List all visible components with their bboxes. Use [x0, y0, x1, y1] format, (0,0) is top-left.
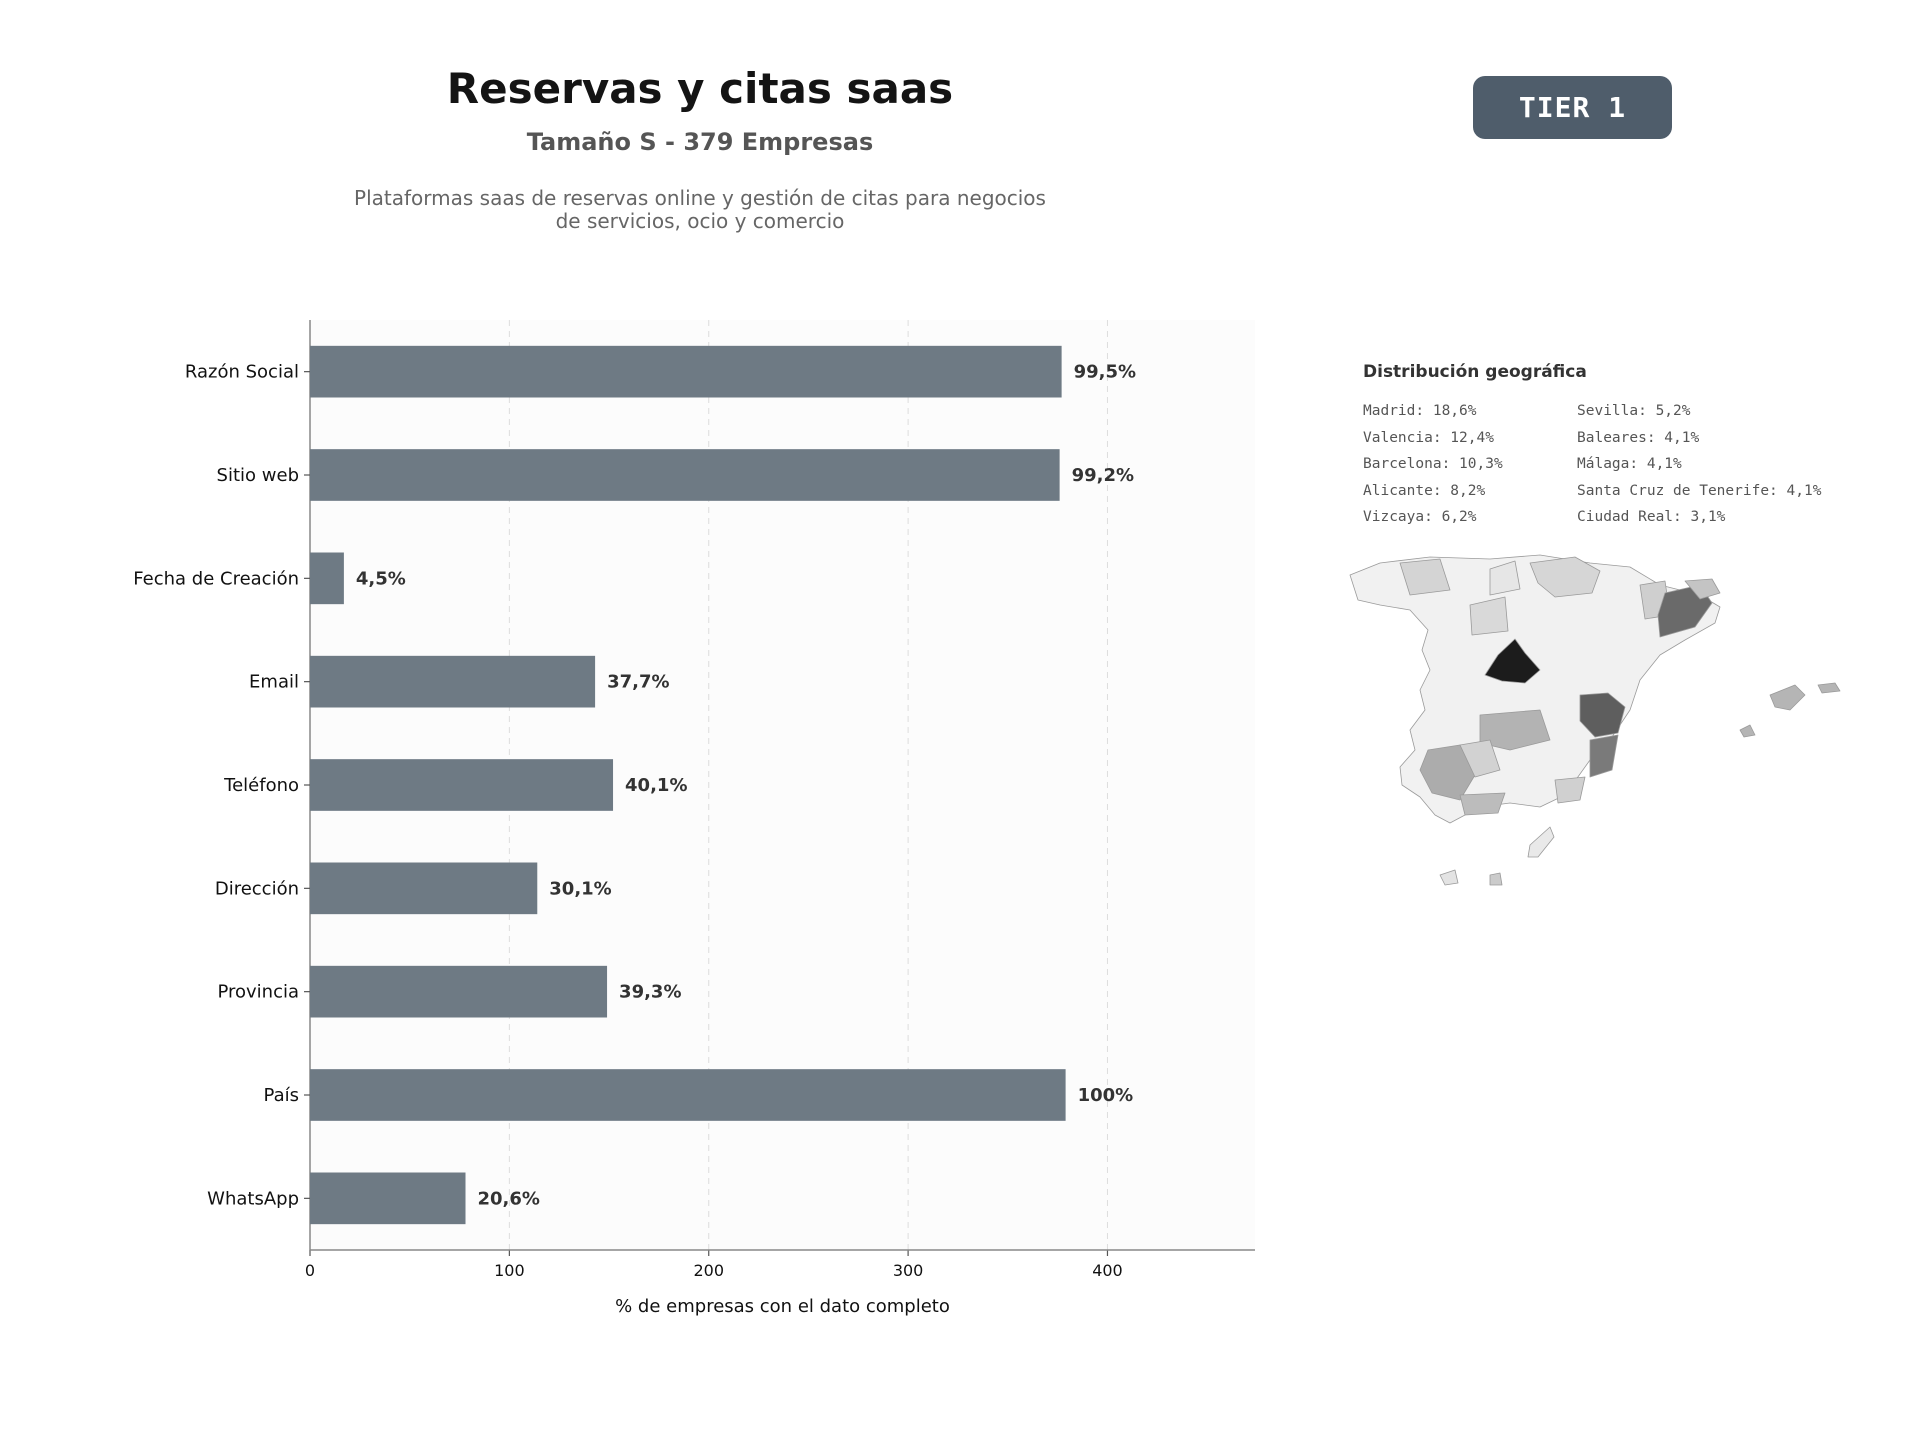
map-region-menorca [1817, 682, 1841, 694]
geo-item: Sevilla: 5,2% [1577, 403, 1691, 419]
bar [310, 345, 1062, 398]
x-tick-label: 200 [693, 1261, 724, 1280]
category-label: Razón Social [185, 362, 299, 383]
map-region-navarra [1469, 596, 1509, 636]
map-region-alicante [1589, 734, 1619, 778]
map-region-tenerife [1439, 869, 1459, 886]
category-label: Provincia [217, 982, 299, 1003]
x-tick-label: 300 [893, 1261, 924, 1280]
map-region-murcia [1554, 776, 1586, 804]
category-label: Sitio web [217, 465, 299, 486]
tier-badge: TIER 1 [1473, 76, 1672, 139]
data-label: 99,5% [1074, 362, 1136, 383]
map-region-asturias [1399, 558, 1451, 596]
category-label: Email [249, 672, 299, 693]
bar [310, 862, 538, 915]
geo-item: Santa Cruz de Tenerife: 4,1% [1577, 482, 1822, 499]
data-label: 100% [1078, 1085, 1134, 1106]
bar [310, 1069, 1066, 1121]
data-label: 37,7% [607, 672, 669, 693]
map-region-madrid [1484, 638, 1541, 684]
x-axis-label: % de empresas con el dato completo [615, 1296, 950, 1317]
geo-item: Vizcaya: 6,2% [1363, 509, 1477, 525]
data-label: 39,3% [619, 982, 681, 1003]
chart-title: Reservas y citas saas [446, 64, 954, 113]
data-label: 30,1% [549, 878, 611, 899]
bar [310, 965, 608, 1018]
data-label: 40,1% [625, 775, 687, 796]
data-label: 4,5% [356, 568, 406, 589]
geo-title: Distribución geográfica [1363, 362, 1587, 382]
geo-item: Alicante: 8,2% [1363, 482, 1486, 499]
map-region-malaga [1459, 792, 1506, 816]
data-label: 20,6% [478, 1188, 540, 1209]
bar [310, 759, 614, 811]
bar [310, 552, 344, 605]
geo-item: Málaga: 4,1% [1577, 456, 1682, 472]
x-tick-label: 0 [305, 1261, 315, 1280]
geo-item: Baleares: 4,1% [1577, 429, 1700, 446]
map-region-fuerteventura [1527, 826, 1555, 858]
data-label: 99,2% [1072, 465, 1134, 486]
map-region-ibiza [1739, 724, 1756, 738]
x-tick-label: 100 [494, 1261, 525, 1280]
bar [310, 655, 596, 708]
geo-list-col1: Madrid: 18,6% Valencia: 12,4% Barcelona:… [1363, 398, 1503, 531]
geo-item: Ciudad Real: 3,1% [1577, 509, 1726, 525]
category-label: País [264, 1085, 299, 1106]
geo-list-col2: Sevilla: 5,2% Baleares: 4,1% Málaga: 4,1… [1577, 398, 1821, 531]
chart-subtitle: Tamaño S - 379 Empresas [526, 128, 874, 156]
bar [310, 449, 1060, 501]
geo-item: Madrid: 18,6% [1363, 403, 1477, 419]
category-label: Teléfono [223, 775, 299, 796]
description-line-1: Plataformas saas de reservas online y ge… [354, 186, 1046, 210]
spain-map [1349, 554, 1841, 886]
category-label: Dirección [215, 878, 299, 899]
map-region-cantabria [1489, 560, 1521, 596]
map-region-mallorca [1769, 684, 1806, 711]
bar [310, 1172, 466, 1225]
map-region-gran-canaria [1489, 872, 1503, 886]
map-region-valencia [1579, 692, 1626, 738]
geo-item: Barcelona: 10,3% [1363, 456, 1503, 472]
map-region-girona [1684, 578, 1721, 600]
chart-description: Plataformas saas de reservas online y ge… [0, 187, 1400, 233]
map-region-vizcaya [1529, 556, 1601, 598]
description-line-2: de servicios, ocio y comercio [555, 209, 845, 233]
category-label: Fecha de Creación [133, 568, 299, 589]
geo-item: Valencia: 12,4% [1363, 429, 1494, 446]
map-region-ciudad-real [1479, 709, 1551, 751]
category-label: WhatsApp [207, 1188, 299, 1209]
map-region-cordoba [1459, 739, 1501, 778]
x-tick-label: 400 [1092, 1261, 1123, 1280]
